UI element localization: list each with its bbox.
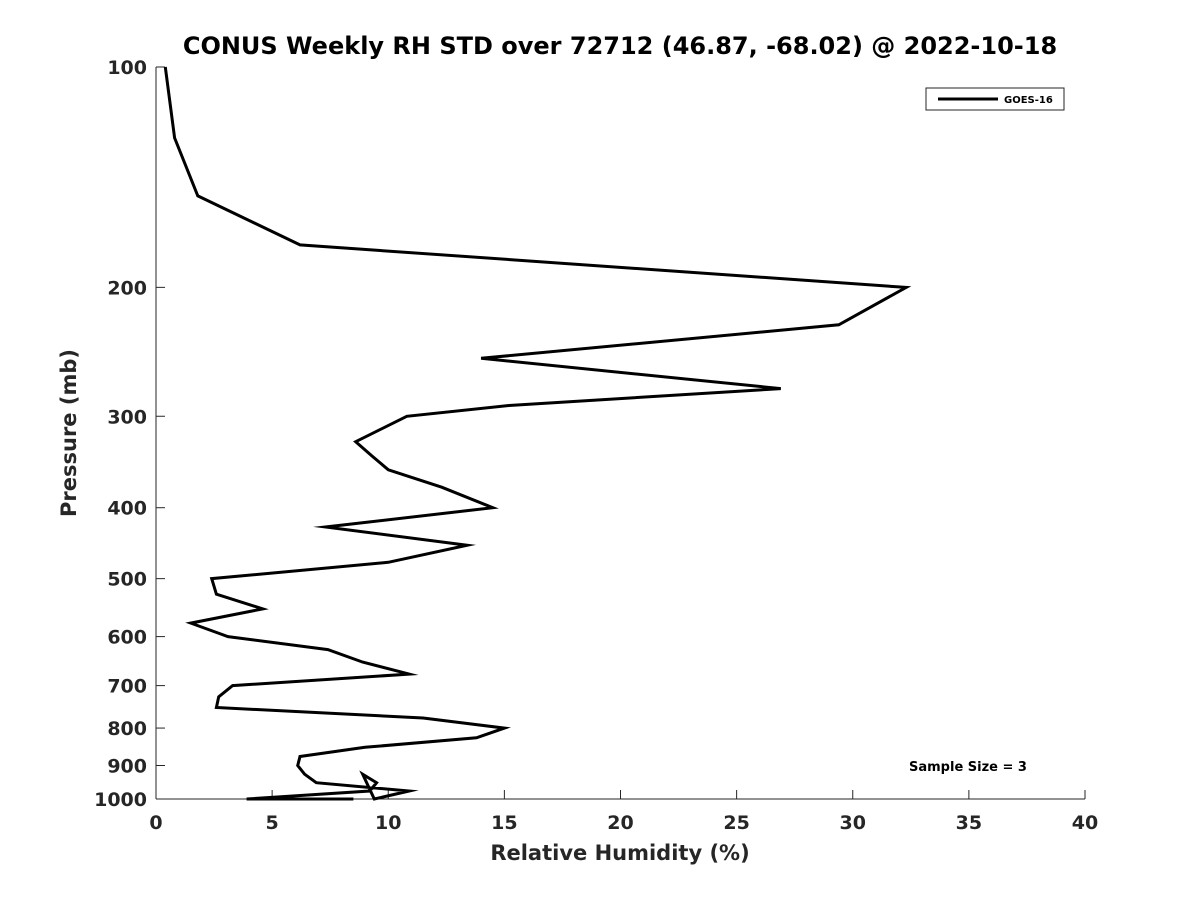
legend: GOES-16 [925, 87, 1065, 111]
x-axis: 0 5 10 15 20 25 30 35 40 Relative Humidity (%) [149, 790, 1098, 865]
y-tick-label: 100 [107, 57, 147, 79]
y-tick-label: 500 [107, 569, 147, 591]
y-tick-label: 700 [107, 676, 147, 698]
y-tick-label: 600 [107, 627, 147, 649]
y-tick-label: 900 [107, 756, 147, 778]
x-tick-label: 5 [266, 812, 279, 834]
x-tick-label: 35 [956, 812, 982, 834]
x-tick-label: 25 [723, 812, 749, 834]
x-tick-label: 0 [149, 812, 162, 834]
y-tick-label: 800 [107, 718, 147, 740]
x-tick-group: 0 5 10 15 20 25 30 35 40 [149, 790, 1098, 834]
chart-title: CONUS Weekly RH STD over 72712 (46.87, -… [183, 32, 1057, 60]
sample-size-annotation: Sample Size = 3 [909, 760, 1027, 775]
y-tick-label: 1000 [94, 789, 147, 811]
y-tick-label: 400 [107, 498, 147, 520]
series-layer [163, 66, 912, 801]
series-line-goes-16 [163, 66, 912, 801]
y-tick-label: 300 [107, 406, 147, 428]
x-tick-label: 30 [840, 812, 866, 834]
y-axis: 100 200 300 400 500 600 700 800 900 1000 Pressure… [57, 57, 165, 811]
x-tick-label: 20 [607, 812, 633, 834]
legend-label-goes16: GOES-16 [1004, 95, 1053, 106]
y-tick-label: 200 [107, 277, 147, 299]
x-tick-label: 15 [491, 812, 517, 834]
x-axis-label: Relative Humidity (%) [490, 841, 749, 865]
y-axis-label: Pressure (mb) [57, 349, 81, 517]
x-tick-label: 40 [1072, 812, 1098, 834]
y-tick-group: 100 200 300 400 500 600 700 800 900 1000 [94, 57, 165, 811]
x-tick-label: 10 [375, 812, 401, 834]
